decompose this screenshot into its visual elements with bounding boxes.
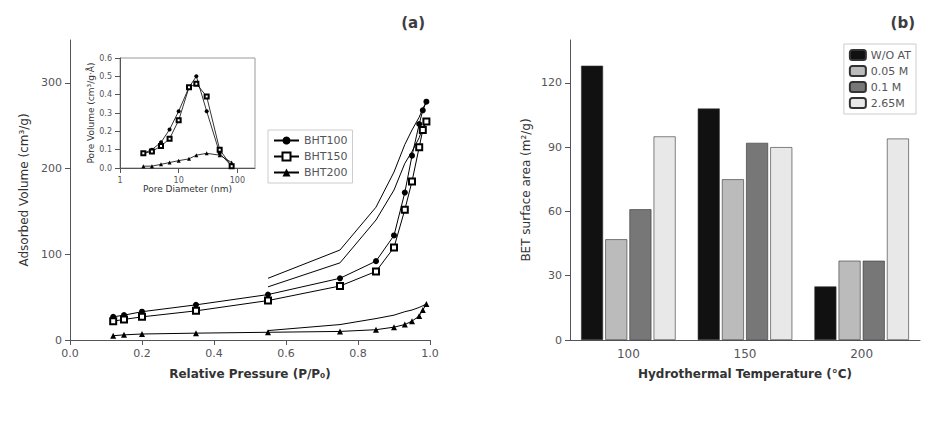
svg-text:1.0: 1.0 [421,347,439,360]
svg-text:0: 0 [55,334,62,347]
svg-text:60: 60 [548,205,562,218]
svg-text:2.65M: 2.65M [871,97,905,110]
svg-text:0.5: 0.5 [99,72,112,81]
svg-text:W/O AT: W/O AT [871,49,911,62]
svg-text:0.4: 0.4 [205,347,223,360]
svg-text:Pore Diameter (nm): Pore Diameter (nm) [143,184,232,194]
svg-text:BHT150: BHT150 [304,150,348,163]
svg-text:30: 30 [548,269,562,282]
svg-text:Relative Pressure (P/P₀): Relative Pressure (P/P₀) [169,367,331,381]
svg-text:100: 100 [617,347,640,361]
svg-text:0.1 M: 0.1 M [871,81,901,94]
svg-text:Hydrothermal Temperature (°C): Hydrothermal Temperature (°C) [638,367,852,381]
svg-text:0.8: 0.8 [349,347,367,360]
svg-text:0.6: 0.6 [99,54,112,63]
svg-text:200: 200 [41,162,62,175]
svg-text:200: 200 [850,347,873,361]
svg-text:0.0: 0.0 [99,164,112,173]
svg-text:0.6: 0.6 [277,347,295,360]
svg-text:10: 10 [174,176,184,185]
svg-text:0.4: 0.4 [99,90,112,99]
svg-text:BET surface area (m²/g): BET surface area (m²/g) [519,118,533,261]
svg-text:0.1: 0.1 [99,145,112,154]
svg-text:BHT200: BHT200 [304,166,348,179]
svg-text:(a): (a) [401,14,425,32]
svg-text:100: 100 [230,176,245,185]
svg-text:90: 90 [548,141,562,154]
svg-text:0.05 M: 0.05 M [871,65,908,78]
svg-text:100: 100 [41,248,62,261]
svg-text:0.2: 0.2 [133,347,151,360]
svg-text:(b): (b) [891,14,915,32]
svg-text:150: 150 [734,347,757,361]
svg-text:0.2: 0.2 [99,127,112,136]
svg-text:BHT100: BHT100 [304,134,348,147]
svg-text:Pore Volume (cm³/g·Å): Pore Volume (cm³/g·Å) [85,63,96,164]
svg-text:Adsorbed Volume (cm³/g): Adsorbed Volume (cm³/g) [17,113,31,266]
svg-text:0.3: 0.3 [99,109,112,118]
svg-text:300: 300 [41,76,62,89]
svg-text:120: 120 [541,76,562,89]
svg-text:1: 1 [117,176,122,185]
svg-text:0.0: 0.0 [61,347,79,360]
svg-text:0: 0 [555,334,562,347]
